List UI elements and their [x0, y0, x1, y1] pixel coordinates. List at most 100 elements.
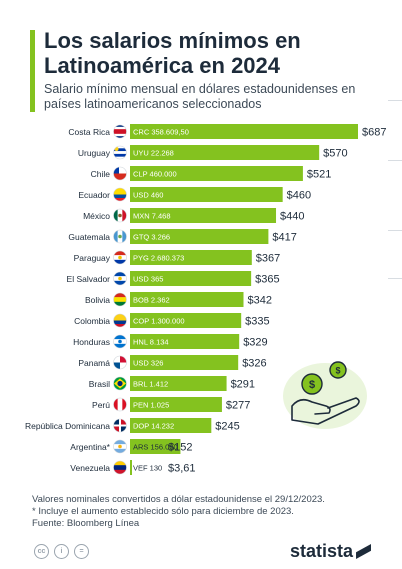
value-label: $440 — [280, 211, 304, 223]
bar-row: El Salvador USD 365 $365 — [67, 271, 280, 286]
hand-holding-coins-icon: $$ — [283, 361, 367, 429]
local-currency-label: PEN 1.025 — [133, 401, 169, 410]
local-currency-label: HNL 8.134 — [133, 338, 169, 347]
bar — [130, 439, 181, 454]
bar — [130, 460, 132, 475]
local-currency-label: CLP 460.000 — [133, 170, 177, 179]
side-divider — [388, 160, 402, 161]
category-label: Chile — [91, 169, 111, 179]
category-label: República Dominicana — [25, 421, 110, 431]
value-label: $3,61 — [168, 463, 196, 475]
footer-source: Fuente: Bloomberg Línea — [32, 518, 140, 529]
bar-row: Guatemala GTQ 3.266 $417 — [68, 229, 297, 244]
local-currency-label: MXN 7.468 — [133, 212, 171, 221]
value-label: $342 — [248, 295, 272, 307]
local-currency-label: GTQ 3.266 — [133, 233, 170, 242]
bar — [130, 376, 227, 391]
local-currency-label: BRL 1.412 — [133, 380, 168, 389]
bar-row: Paraguay PYG 2.680.373 $367 — [74, 250, 280, 265]
category-label: Argentina* — [70, 442, 110, 452]
bar-row: Venezuela VEF 130 $3,61 — [70, 460, 196, 475]
statista-mark-icon — [356, 544, 372, 559]
bar — [130, 334, 240, 349]
local-currency-label: CRC 358.609,50 — [133, 128, 189, 137]
bar-row: Uruguay UYU 22.268 $570 — [78, 145, 348, 160]
category-label: México — [83, 211, 110, 221]
category-label: Costa Rica — [68, 127, 110, 137]
ecuador-flag-icon — [113, 187, 127, 202]
local-currency-label: DOP 14.232 — [133, 422, 174, 431]
license-icons: cc i = — [34, 544, 89, 559]
side-divider — [388, 278, 402, 279]
side-divider — [388, 230, 402, 231]
category-label: Brasil — [89, 379, 110, 389]
chile-flag-icon — [113, 166, 127, 181]
value-label: $570 — [323, 148, 347, 160]
value-label: $367 — [256, 253, 280, 265]
bar-row: Argentina* ARS 156.000$152 — [70, 439, 192, 454]
category-label: Perú — [92, 400, 110, 410]
value-label: $460 — [287, 190, 311, 202]
page-title: Los salarios mínimos en Latinoamérica en… — [44, 28, 301, 78]
uruguay-flag-icon — [113, 145, 127, 160]
chart-footer: Valores nominales convertidos a dólar es… — [32, 494, 382, 530]
value-label: $329 — [243, 337, 267, 349]
value-label: $277 — [226, 400, 250, 412]
bar-row: Costa Rica CRC 358.609,50 $687 — [68, 124, 386, 139]
footer-note: Valores nominales convertidos a dólar es… — [32, 494, 325, 505]
bar-row: Panamá USD 326 $326 — [78, 355, 267, 370]
bar — [130, 187, 283, 202]
bar-row: Perú PEN 1.025 $277 — [92, 397, 250, 412]
paraguay-flag-icon — [113, 250, 127, 265]
guatemala-flag-icon — [113, 229, 127, 244]
category-label: Guatemala — [68, 232, 110, 242]
category-label: Panamá — [78, 358, 110, 368]
svg-text:$: $ — [335, 366, 340, 376]
bar — [130, 271, 252, 286]
value-label: $245 — [215, 421, 239, 433]
bolivia-flag-icon — [113, 292, 127, 307]
bar-row: República Dominicana DOP 14.232 $245 — [25, 418, 240, 433]
value-label: $291 — [231, 379, 255, 391]
value-label: $687 — [362, 127, 386, 139]
category-label: Honduras — [73, 337, 110, 347]
cc-icon: cc — [34, 544, 49, 559]
category-label: El Salvador — [67, 274, 111, 284]
bar — [130, 292, 244, 307]
brasil-flag-icon — [113, 376, 127, 391]
el-salvador-flag-icon — [113, 271, 127, 286]
bar — [130, 145, 320, 160]
logo-text: statista — [290, 541, 354, 561]
person-icon: i — [54, 544, 69, 559]
local-currency-label: UYU 22.268 — [133, 149, 174, 158]
local-currency-label: BOB 2.362 — [133, 296, 170, 305]
footer-footnote: * Incluye el aumento establecido sólo pa… — [32, 506, 294, 517]
local-currency-label: VEF 130 — [133, 464, 162, 473]
page-subtitle: Salario mínimo mensual en dólares estado… — [44, 82, 356, 111]
category-label: Paraguay — [74, 253, 111, 263]
bar-row: Chile CLP 460.000 $521 — [91, 166, 331, 181]
panama-flag-icon — [113, 355, 127, 370]
value-label: $152 — [168, 442, 192, 454]
value-label: $521 — [307, 169, 331, 181]
bar-row: Honduras HNL 8.134 $329 — [73, 334, 268, 349]
side-divider — [388, 100, 402, 101]
bar — [130, 355, 239, 370]
bar — [130, 166, 303, 181]
local-currency-label: ARS 156.000 — [133, 443, 178, 452]
colombia-flag-icon — [113, 313, 127, 328]
mexico-flag-icon — [113, 208, 127, 223]
peru-flag-icon — [113, 397, 127, 412]
value-label: $335 — [245, 316, 269, 328]
costa-rica-flag-icon — [113, 124, 127, 139]
honduras-flag-icon — [113, 334, 127, 349]
value-label: $365 — [255, 274, 279, 286]
value-label: $417 — [272, 232, 296, 244]
category-label: Bolivia — [85, 295, 110, 305]
accent-bar — [30, 30, 35, 112]
local-currency-label: USD 460 — [133, 191, 163, 200]
bar — [130, 397, 222, 412]
bar — [130, 208, 277, 223]
republica-dominicana-flag-icon — [113, 418, 127, 433]
equal-icon: = — [74, 544, 89, 559]
